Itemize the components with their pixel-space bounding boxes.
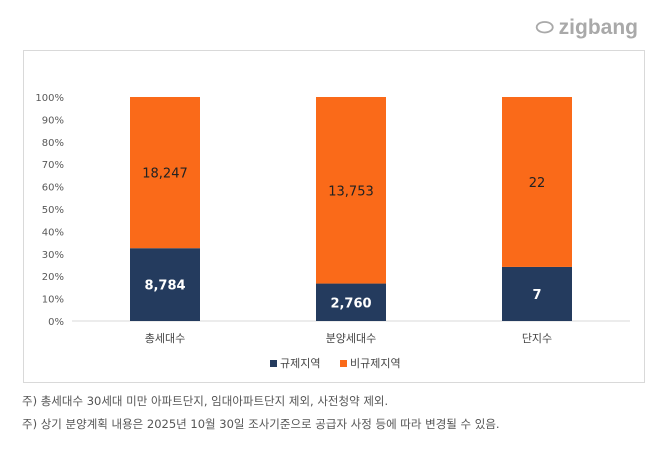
- chart-frame: [23, 50, 645, 383]
- bar-unregulated: [130, 97, 200, 249]
- y-tick-label: 40%: [42, 227, 64, 238]
- y-tick-label: 10%: [42, 295, 64, 306]
- x-tick-label: 분양세대수: [326, 332, 377, 345]
- data-label: 8,784: [144, 279, 185, 294]
- y-tick-label: 100%: [35, 93, 64, 104]
- y-tick-label: 0%: [48, 317, 64, 328]
- legend-swatch: [340, 360, 347, 367]
- footnote-2: 주) 상기 분양계획 내용은 2025년 10월 30일 조사기준으로 공급자 …: [22, 417, 500, 431]
- legend-label: 비규제지역: [350, 357, 401, 370]
- bar-unregulated: [502, 97, 572, 267]
- bar-regulated: [502, 266, 572, 321]
- logo-icon: ⬭: [535, 16, 554, 39]
- y-tick-label: 30%: [42, 250, 64, 261]
- y-tick-label: 60%: [42, 183, 64, 194]
- y-tick-label: 50%: [42, 205, 64, 216]
- legend-swatch: [270, 360, 277, 367]
- y-tick-label: 80%: [42, 138, 64, 149]
- y-tick-label: 20%: [42, 272, 64, 283]
- data-label: 22: [529, 176, 546, 191]
- zigbang-logo: ⬭ zigbang: [535, 16, 638, 39]
- legend-label: 규제지역: [280, 357, 320, 370]
- x-tick-label: 단지수: [522, 332, 552, 345]
- y-tick-label: 70%: [42, 160, 64, 171]
- x-tick-label: 총세대수: [145, 332, 185, 345]
- footnote-1: 주) 총세대수 30세대 미만 아파트단지, 임대아파트단지 제외, 사전청약 …: [22, 394, 389, 408]
- bar-regulated: [316, 283, 386, 321]
- y-tick-label: 90%: [42, 115, 64, 126]
- bar-unregulated: [316, 97, 386, 284]
- bar-regulated: [130, 248, 200, 321]
- data-label: 18,247: [142, 167, 188, 182]
- data-label: 2,760: [330, 296, 371, 311]
- data-label: 13,753: [328, 184, 374, 199]
- data-label: 7: [532, 288, 541, 303]
